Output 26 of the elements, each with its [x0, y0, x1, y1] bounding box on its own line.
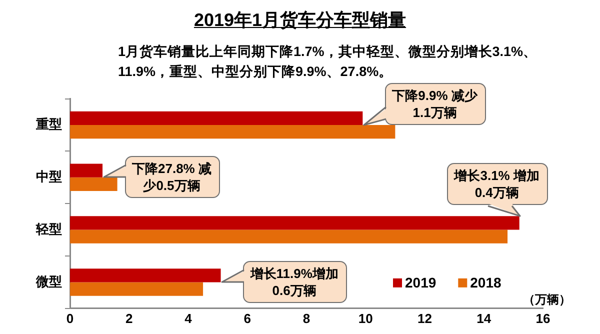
x-tick-label: 14 [476, 310, 492, 326]
x-tick-label: 16 [536, 310, 550, 326]
y-tick-label: 中型 [36, 168, 62, 184]
y-tick-label: 微型 [35, 274, 62, 289]
x-tick-label: 0 [66, 310, 74, 326]
y-tick-label: 轻型 [35, 221, 62, 236]
x-tick-label: 6 [244, 310, 251, 326]
x-tick-label: 8 [302, 310, 310, 326]
chart-title: 2019年1月货车分车型销量 [192, 9, 408, 32]
bar [70, 216, 520, 230]
chart-subtitle: 1月货车销量比上年同期下降1.7%，其中轻型、微型分别增长3.1%、11.9%，重型、中型分别下降9.9%、27.8%。 [118, 43, 538, 81]
x-tick-label: 12 [418, 310, 432, 326]
bar [70, 230, 508, 244]
legend-label: 2018 [470, 274, 502, 290]
bar [70, 177, 118, 192]
x-tick-label: 10 [358, 310, 373, 326]
y-tick-label: 重型 [35, 116, 62, 132]
x-axis-title: （万辆） [523, 292, 571, 307]
x-tick-label: 2 [126, 310, 133, 326]
bar [70, 125, 396, 139]
bar [70, 268, 221, 282]
bar [70, 164, 103, 178]
x-tick-label: 4 [184, 310, 193, 326]
legend-label: 2019 [405, 274, 436, 290]
bar [70, 111, 363, 125]
bar [70, 282, 204, 296]
